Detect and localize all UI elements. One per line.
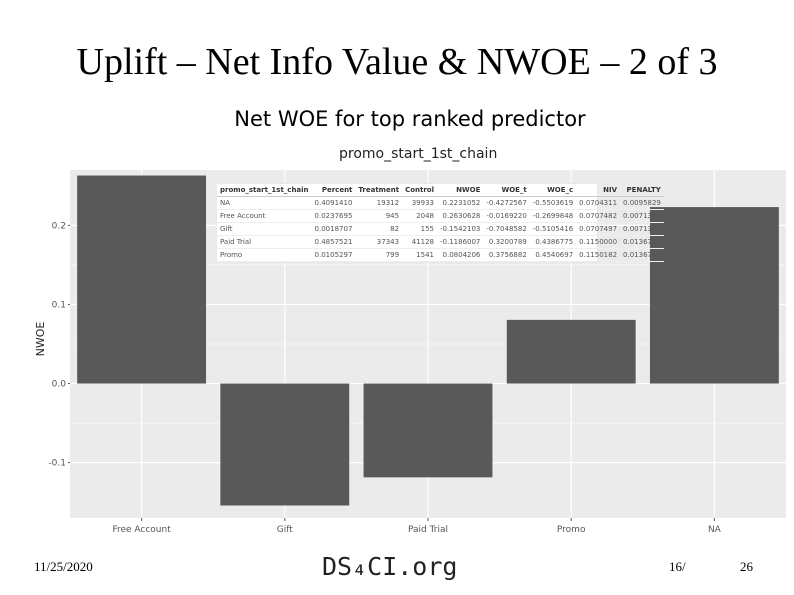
table-cell: 39933 (402, 196, 437, 210)
table-cell: 0.0136722 (620, 235, 664, 249)
table-cell: 0.3200789 (483, 235, 530, 249)
table-cell: 0.0704311 (576, 196, 621, 210)
table-cell: 82 (355, 222, 403, 236)
table-header-cell: WOE_t (483, 184, 530, 197)
table-header-row: promo_start_1st_chain Percent Treatment Con… (217, 184, 664, 197)
table-cell: -0.1186007 (437, 235, 484, 249)
table-cell: -0.4272567 (483, 196, 530, 210)
x-tick-label: Free Account (112, 525, 171, 535)
y-tick-label: -0.1 (48, 459, 66, 469)
footer-page-number: 16/ (669, 559, 686, 574)
table-cell: -0.5105416 (529, 222, 577, 236)
y-tick-labels: 0.2 0.1 0.0 -0.1 (48, 221, 70, 469)
table-cell: 0.0804206 (437, 248, 484, 262)
table-cell: 799 (355, 248, 403, 262)
table-row: Paid Trial 0.4857521 37343 41128 -0.1186007 0… (217, 235, 664, 249)
bar-gift (220, 383, 350, 506)
chart-title: promo_start_1st_chain (339, 146, 498, 162)
y-axis-label: NWOE (34, 322, 47, 357)
table-cell: 0.0707482 (576, 209, 621, 223)
y-tick-label: 0.2 (52, 221, 66, 231)
table-cell: 0.2231052 (437, 196, 484, 210)
table-cell: Paid Trial (217, 235, 312, 249)
footer-date: 11/25/2020 (34, 559, 93, 574)
table-cell: Promo (217, 248, 312, 262)
table-header-cell: PENALTY (620, 184, 664, 197)
table-cell: 0.0707497 (576, 222, 621, 236)
table-cell: 41128 (402, 235, 437, 249)
table-header-cell: Percent (311, 184, 356, 197)
table-cell: 0.0095829 (620, 196, 664, 210)
chart-bars (77, 175, 779, 506)
footer-total-pages: 26 (740, 559, 753, 574)
x-tick-label: NA (708, 525, 722, 535)
x-tick-label: Promo (557, 525, 586, 535)
footer-logo: DS₄CI.org (322, 552, 458, 581)
bar-paid-trial (363, 383, 493, 478)
slide-subtitle: Net WOE for top ranked predictor (234, 107, 586, 131)
table-header-cell: NIV (576, 184, 621, 197)
table-cell: 0.0237695 (311, 209, 356, 223)
table-cell: 0.1150182 (576, 248, 621, 262)
x-tick-labels: Free Account Gift Paid Trial Promo NA (112, 518, 722, 535)
table-cell: 19312 (355, 196, 403, 210)
bar-promo (506, 319, 636, 384)
table-cell: -0.5503619 (529, 196, 577, 210)
table-body: NA 0.4091410 19312 39933 0.2231052 -0.4272567… (217, 196, 664, 262)
table-cell: 37343 (355, 235, 403, 249)
table-row: Free Account 0.0237695 945 2048 0.2630628 -0.… (217, 209, 664, 223)
table-cell: NA (217, 196, 312, 210)
table-header-cell: NWOE (437, 184, 484, 197)
x-tick-label: Paid Trial (408, 525, 448, 535)
table-header-cell: Control (402, 184, 437, 197)
table-cell: 0.4091410 (311, 196, 356, 210)
table-cell: 0.0018707 (311, 222, 356, 236)
table-cell: 945 (355, 209, 403, 223)
woe-table: promo_start_1st_chain Percent Treatment Con… (216, 183, 664, 263)
table-cell: 0.4857521 (311, 235, 356, 249)
table-cell: 0.0105297 (311, 248, 356, 262)
table-cell: 0.4386775 (529, 235, 577, 249)
table-cell: 0.0071377 (620, 222, 664, 236)
bar-free-account (77, 175, 207, 384)
table-cell: -0.0169220 (483, 209, 530, 223)
bar-na (649, 207, 779, 384)
table-row: Promo 0.0105297 799 1541 0.0804206 0.3756882 0… (217, 248, 664, 262)
table-cell: 0.0136787 (620, 248, 664, 262)
table-cell: 0.2630628 (437, 209, 484, 223)
table-cell: 0.3756882 (483, 248, 530, 262)
table-cell: 0.0071388 (620, 209, 664, 223)
table-header-cell: WOE_c (529, 184, 577, 197)
table-cell: 1541 (402, 248, 437, 262)
table-cell: Free Account (217, 209, 312, 223)
table-row: NA 0.4091410 19312 39933 0.2231052 -0.4272567… (217, 196, 664, 210)
table-cell: 0.4540697 (529, 248, 577, 262)
table-cell: 155 (402, 222, 437, 236)
table-header-cell: promo_start_1st_chain (217, 184, 312, 197)
table-cell: -0.2699848 (529, 209, 577, 223)
table-header-cell: Treatment (355, 184, 403, 197)
table-cell: -0.7048582 (483, 222, 530, 236)
table-cell: -0.1542103 (437, 222, 484, 236)
table-cell: 0.1150000 (576, 235, 621, 249)
slide-title: Uplift – Net Info Value & NWOE – 2 of 3 (76, 41, 718, 83)
y-tick-label: 0.1 (52, 300, 66, 310)
x-tick-label: Gift (277, 525, 293, 535)
y-tick-label: 0.0 (52, 380, 67, 390)
table-row: Gift 0.0018707 82 155 -0.1542103 -0.7048582 -0… (217, 222, 664, 236)
table-cell: Gift (217, 222, 312, 236)
table-cell: 2048 (402, 209, 437, 223)
